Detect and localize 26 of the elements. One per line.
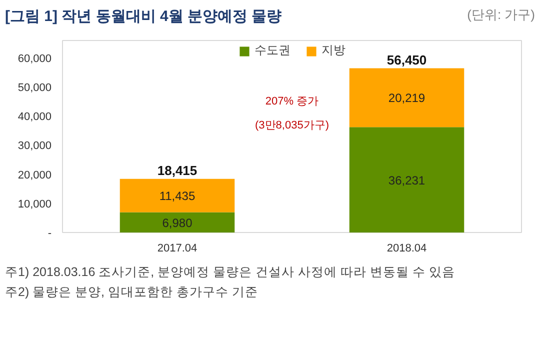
text: 주1) 2018.03.16 조사기준, 분양예정 물량은 건설사 사정에 따라 변동될 수 있음 (5, 265, 455, 280)
y-tick-label: 50,000 (18, 82, 52, 94)
chart-subtitle: (단위: 가구) (467, 6, 535, 24)
bar (349, 128, 464, 233)
total-label: 18,415 (157, 163, 198, 178)
x-tick-label: 2018.04 (386, 242, 427, 255)
y-tick-label: 40,000 (18, 112, 52, 124)
y-tick-label: 30,000 (18, 140, 52, 153)
y-tick-label: 10,000 (18, 198, 52, 211)
data-label: 36,231 (388, 174, 426, 188)
y-tick-label: 20,000 (18, 170, 52, 182)
data-label: 11,435 (159, 189, 196, 204)
legend-label: 지방 (322, 42, 346, 60)
legend-label: 수도권 (254, 42, 290, 60)
y-tick-label: - (48, 228, 52, 240)
text: 주2) 물량은 분양, 임대포함한 총가구수 기준 (5, 285, 258, 300)
bar (120, 179, 235, 213)
bar (349, 68, 464, 128)
x-tick-label: 2017.04 (157, 242, 198, 255)
data-label: 6,980 (162, 216, 193, 230)
chart-title: [그림 1] 작년 동월대비 4월 분양예정 물량 (5, 7, 282, 27)
data-label: 20,219 (388, 92, 426, 106)
total-label: 56,450 (386, 52, 427, 68)
bar (120, 212, 235, 233)
annotation: 207% 증가 (3만8,035가구) (255, 96, 329, 132)
y-tick-label: 60,000 (18, 53, 52, 66)
